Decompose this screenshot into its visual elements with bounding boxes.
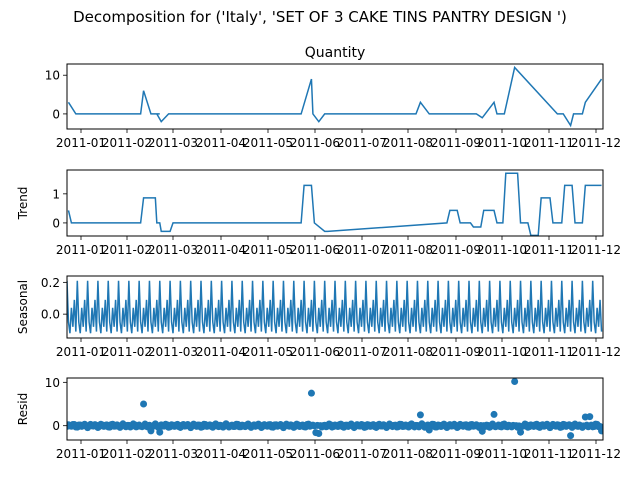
x-tick-label: 2011-10 (477, 447, 527, 461)
panel-seasonal: 0.00.22011-012011-022011-032011-042011-0… (16, 275, 621, 359)
x-tick-label: 2011-08 (383, 243, 433, 257)
x-tick-label: 2011-10 (477, 136, 527, 150)
y-axis-label: Seasonal (16, 280, 30, 334)
panel-title: Quantity (305, 45, 366, 61)
x-tick-label: 2011-11 (524, 345, 574, 359)
panel-observed: 0102011-012011-022011-032011-042011-0520… (45, 45, 621, 150)
resid-point (156, 428, 164, 436)
x-tick-label: 2011-04 (196, 136, 246, 150)
x-tick-label: 2011-01 (56, 447, 106, 461)
resid-point (307, 389, 315, 397)
x-tick-label: 2011-06 (290, 345, 340, 359)
x-tick-label: 2011-11 (524, 136, 574, 150)
x-tick-label: 2011-05 (243, 447, 293, 461)
series-seasonal (67, 280, 603, 334)
x-tick-label: 2011-05 (243, 345, 293, 359)
y-tick-label: 0 (52, 216, 60, 230)
x-tick-label: 2011-05 (243, 136, 293, 150)
x-tick-label: 2011-06 (290, 447, 340, 461)
x-tick-label: 2011-07 (337, 345, 387, 359)
x-tick-label: 2011-08 (383, 345, 433, 359)
trend-line (67, 172, 602, 236)
y-tick-label: 1 (52, 187, 60, 201)
panel-resid: 0102011-012011-022011-032011-042011-0520… (16, 376, 621, 461)
x-tick-label: 2011-09 (431, 345, 481, 359)
resid-point (511, 378, 519, 385)
plot-frame (66, 377, 604, 441)
resid-point (567, 432, 575, 440)
x-tick-label: 2011-06 (290, 243, 340, 257)
x-tick-label: 2011-12 (571, 447, 621, 461)
resid-point (598, 427, 603, 435)
resid-point (140, 400, 148, 408)
x-tick-label: 2011-10 (477, 345, 527, 359)
x-tick-label: 2011-07 (337, 136, 387, 150)
y-tick-label: 10 (45, 376, 60, 390)
x-tick-label: 2011-06 (290, 136, 340, 150)
x-tick-label: 2011-08 (383, 136, 433, 150)
x-tick-label: 2011-04 (196, 447, 246, 461)
y-tick-label: 0 (52, 419, 60, 433)
x-tick-label: 2011-12 (571, 345, 621, 359)
x-tick-label: 2011-01 (56, 243, 106, 257)
series-trend (67, 172, 602, 236)
figure-title: Decomposition for ('Italy', 'SET OF 3 CA… (73, 8, 567, 26)
y-tick-label: 0.0 (41, 308, 60, 322)
series-resid (67, 378, 603, 440)
x-tick-label: 2011-10 (477, 243, 527, 257)
x-tick-label: 2011-09 (431, 136, 481, 150)
x-tick-label: 2011-02 (102, 136, 152, 150)
y-tick-label: 0.2 (41, 276, 60, 290)
seasonal-line (67, 280, 603, 334)
x-tick-label: 2011-02 (102, 345, 152, 359)
observed-line (67, 65, 603, 128)
series-observed (67, 65, 603, 128)
x-tick-label: 2011-11 (524, 447, 574, 461)
y-tick-label: 10 (45, 69, 60, 83)
x-tick-label: 2011-07 (337, 447, 387, 461)
x-tick-label: 2011-09 (431, 243, 481, 257)
x-tick-label: 2011-03 (148, 345, 198, 359)
plot-frame (66, 275, 604, 339)
x-tick-label: 2011-07 (337, 243, 387, 257)
x-tick-label: 2011-12 (571, 243, 621, 257)
x-tick-label: 2011-01 (56, 136, 106, 150)
x-tick-label: 2011-03 (148, 447, 198, 461)
plot-frame (66, 169, 604, 237)
resid-point (416, 411, 424, 419)
y-tick-label: 0 (52, 107, 60, 121)
x-tick-label: 2011-09 (431, 447, 481, 461)
y-axis-label: Resid (16, 393, 30, 425)
x-tick-label: 2011-04 (196, 345, 246, 359)
x-tick-label: 2011-03 (148, 136, 198, 150)
resid-point (490, 410, 498, 418)
x-tick-label: 2011-02 (102, 447, 152, 461)
resid-point (586, 413, 594, 421)
x-tick-label: 2011-11 (524, 243, 574, 257)
x-tick-label: 2011-08 (383, 447, 433, 461)
x-tick-label: 2011-02 (102, 243, 152, 257)
resid-point (315, 430, 323, 437)
x-tick-label: 2011-04 (196, 243, 246, 257)
resid-point (517, 428, 525, 436)
x-tick-label: 2011-01 (56, 345, 106, 359)
y-axis-label: Trend (16, 187, 30, 221)
x-tick-label: 2011-03 (148, 243, 198, 257)
panel-trend: 012011-012011-022011-032011-042011-05201… (16, 169, 621, 257)
x-tick-label: 2011-05 (243, 243, 293, 257)
x-tick-label: 2011-12 (571, 136, 621, 150)
plot-frame (66, 63, 604, 130)
